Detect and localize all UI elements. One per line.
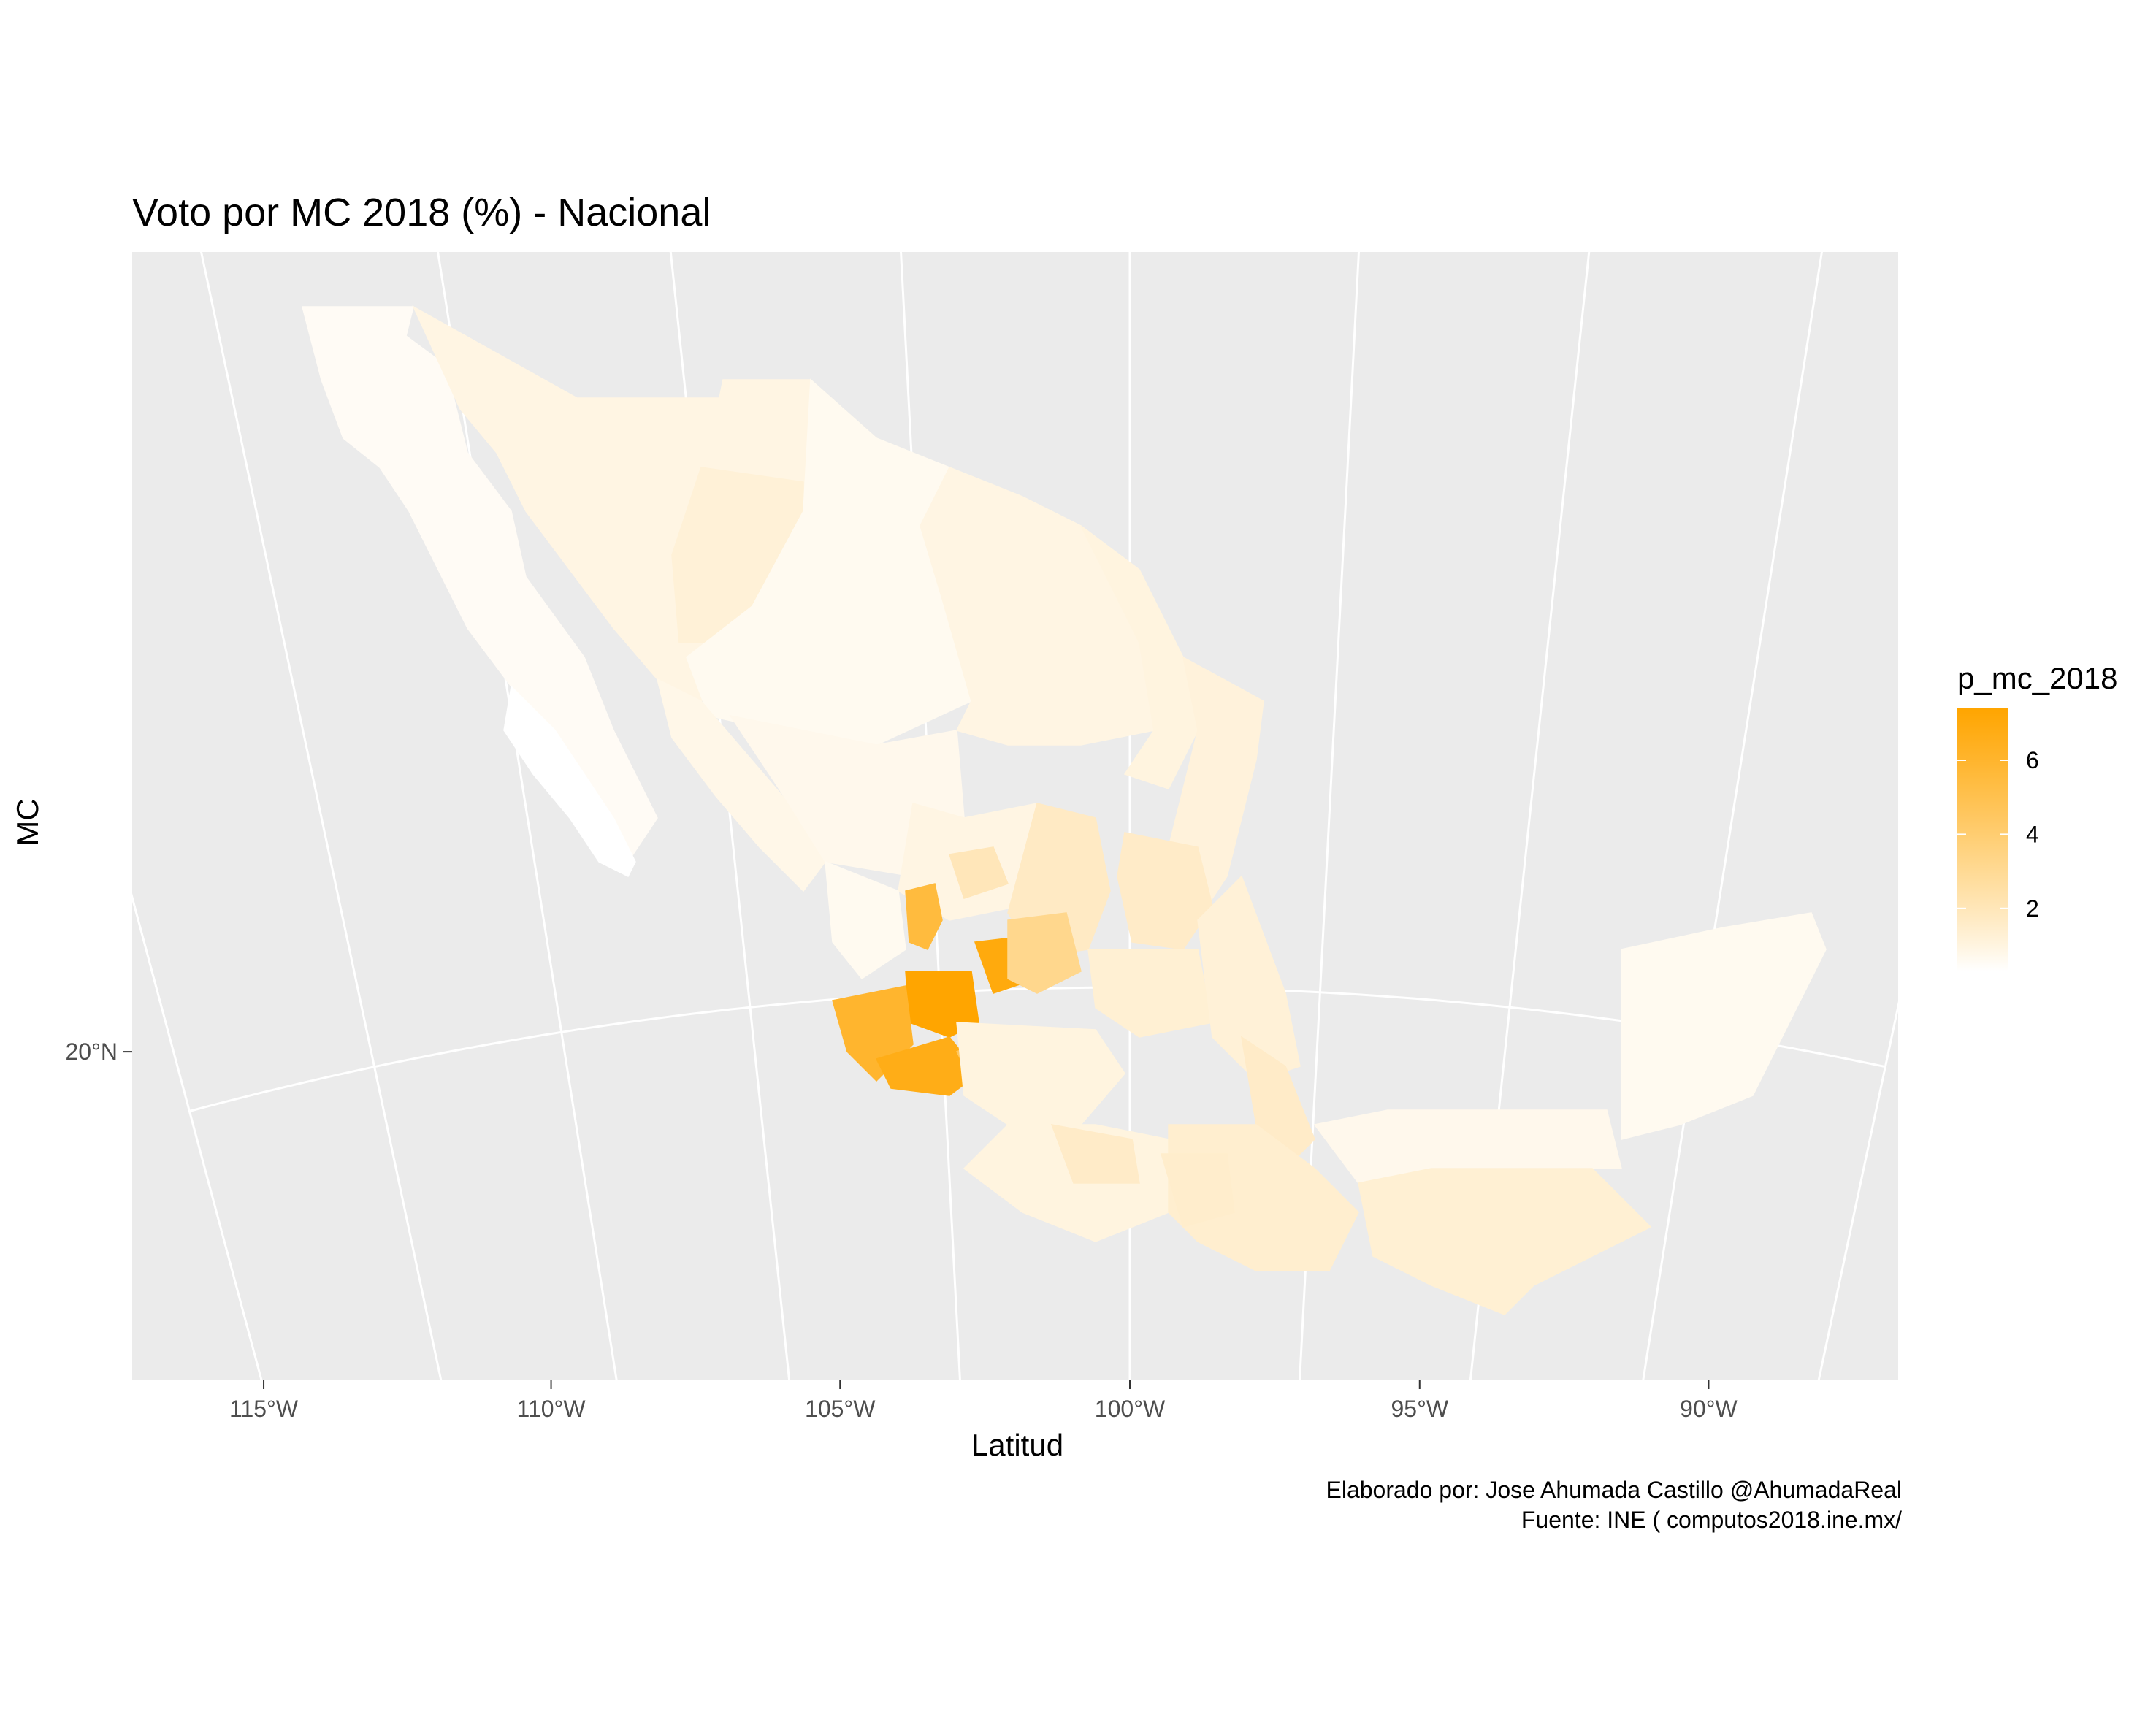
region-nayarit: Coahuila [825,860,906,980]
region-baja-california-sur: Los Altos de Jalisco [503,685,636,878]
axis-ticks: 115°W110°W105°W100°W95°W90°W15°N20°N25°N… [66,1039,1738,1422]
caption-source: Fuente: INE ( computos2018.ine.mx/ [1521,1507,1902,1533]
region-guanajuato [1007,912,1082,994]
legend-title: p_mc_2018 [1957,661,2118,695]
region-guerrero-centre [1050,1124,1140,1184]
x-axis-title: Latitud [971,1428,1064,1462]
y-axis-title: MC [10,798,45,846]
legend-tick-label: 6 [2026,747,2039,773]
region-yucatan-peninsula [1621,912,1827,1140]
region-nuevo-leon: San Luis Potosí [1080,525,1199,789]
caption: Elaborado por: Jose Ahumada Castillo @Ah… [1326,1475,1903,1535]
x-tick-label: 105°W [805,1396,876,1422]
x-tick-label: 100°W [1095,1396,1166,1422]
y-tick-label: 20°N [66,1039,118,1065]
region-veracruz-centre [1240,1036,1315,1170]
region-sinaloa: Jalisco central districts [656,678,826,892]
x-tick-label: 90°W [1680,1396,1738,1422]
legend-colorbar [1957,708,2008,971]
region-jalisco-ne: Baja California Sur [905,883,943,950]
legend: 2 4 6 [1957,708,2039,971]
region-chiapas [1358,1168,1652,1315]
legend-tick-label: 4 [2026,821,2039,847]
x-tick-label: 110°W [517,1396,586,1422]
choropleth-regions: Guadalajara metro (Jalisco)Los Altos de … [302,305,1827,1315]
legend-tick-label: 2 [2026,895,2039,922]
region-oaxaca-south [1160,1153,1235,1228]
region-aguascalientes: Oaxaca [949,846,1009,899]
region-queretaro-hidalgo [1087,949,1213,1038]
x-tick-label: 95°W [1391,1396,1448,1422]
chart-title: Voto por MC 2018 (%) - Nacional [132,191,711,234]
region-veracruz-north [1197,875,1301,1082]
caption-author: Elaborado por: Jose Ahumada Castillo @Ah… [1326,1477,1903,1503]
x-tick-label: 115°W [229,1396,299,1422]
